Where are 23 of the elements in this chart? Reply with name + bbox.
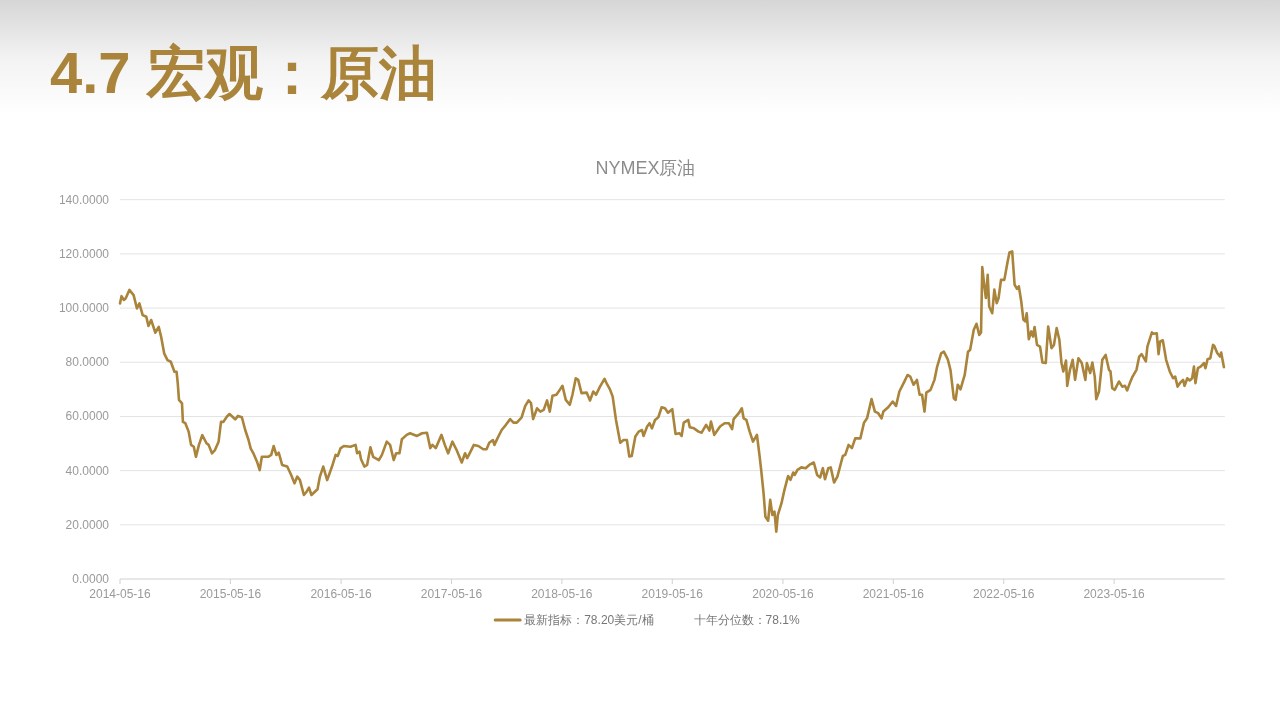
y-tick-label: 120.0000 <box>58 246 110 261</box>
chart-title: 4.7 宏观：原油 <box>50 40 437 105</box>
x-tick-label: 2019-05-16 <box>641 587 704 601</box>
y-tick-label: 80.0000 <box>65 355 110 370</box>
x-tick-label: 2021-05-16 <box>862 587 925 601</box>
x-tick-label: 2014-05-16 <box>89 587 152 601</box>
y-tick-label: 100.0000 <box>58 301 110 316</box>
y-tick-label: 60.0000 <box>65 409 110 424</box>
legend-label: 最新指标：78.20美元/桶 <box>524 613 654 627</box>
y-tick-label: 20.0000 <box>65 517 110 532</box>
y-tick-label: 140.0000 <box>58 192 110 207</box>
x-tick-label: 2018-05-16 <box>531 587 593 601</box>
x-tick-label: 2017-05-16 <box>420 587 483 601</box>
x-tick-label: 2022-05-16 <box>973 587 1035 601</box>
x-tick-label: 2023-05-16 <box>1083 587 1146 601</box>
y-tick-label: 40.0000 <box>65 463 110 478</box>
text: 十年分位数：78.1% <box>693 613 800 627</box>
x-tick-label: 2016-05-16 <box>310 587 373 601</box>
y-tick-label: 0.0000 <box>72 572 110 586</box>
line-series <box>118 250 1226 533</box>
x-tick-label: 2015-05-16 <box>199 587 262 601</box>
chart-subtitle: NYMEX原油 <box>595 158 696 178</box>
x-tick-label: 2020-05-16 <box>752 587 814 601</box>
